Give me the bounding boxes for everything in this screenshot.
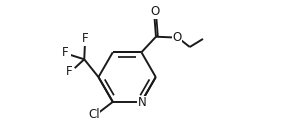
Text: Cl: Cl: [88, 108, 100, 121]
Text: F: F: [66, 65, 73, 78]
Text: F: F: [82, 32, 88, 45]
Text: O: O: [173, 31, 182, 44]
Text: F: F: [62, 46, 69, 59]
Text: N: N: [138, 96, 147, 109]
Text: O: O: [150, 5, 159, 18]
